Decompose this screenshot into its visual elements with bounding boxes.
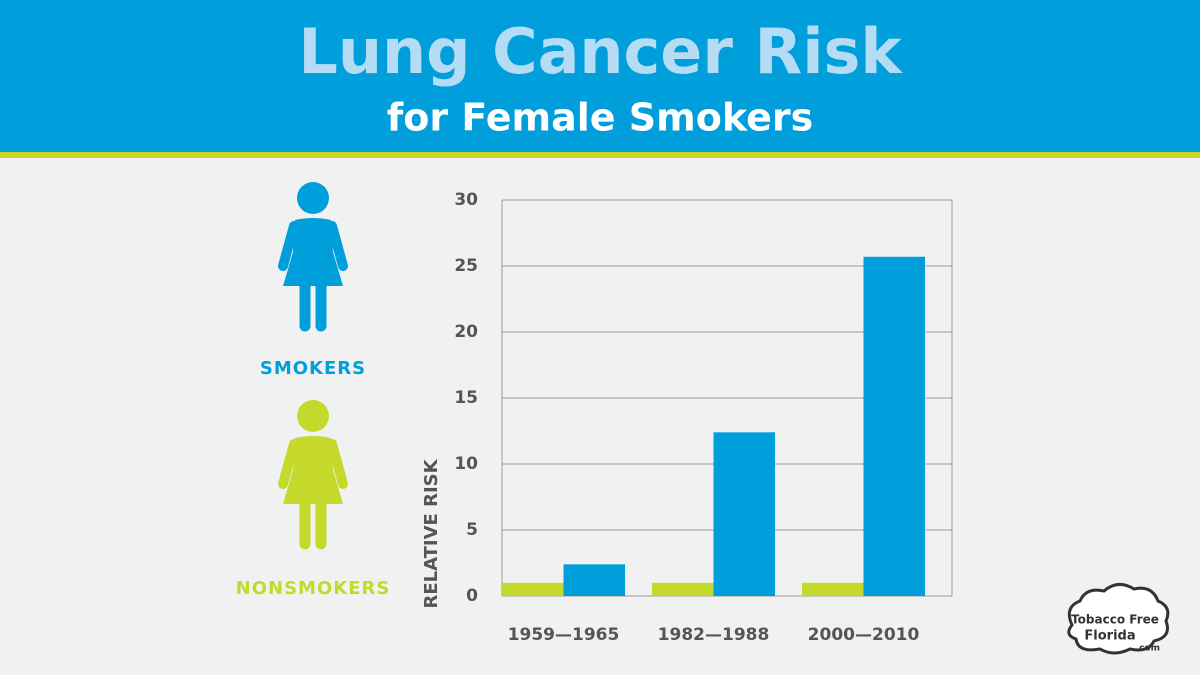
bar bbox=[652, 582, 714, 596]
logo-text: Florida bbox=[1084, 629, 1135, 644]
y-tick-label: 30 bbox=[454, 190, 478, 210]
y-axis-label: RELATIVE RISK bbox=[421, 458, 442, 608]
y-tick-label: 5 bbox=[466, 520, 478, 540]
logo-text: .com bbox=[1136, 644, 1160, 654]
icon-arms bbox=[278, 221, 348, 271]
header-band bbox=[0, 0, 1200, 152]
legend-label: NONSMOKERS bbox=[236, 578, 391, 599]
legend-icon bbox=[278, 400, 348, 550]
y-tick-label: 20 bbox=[454, 322, 478, 342]
bar bbox=[802, 582, 864, 596]
y-tick-label: 25 bbox=[454, 256, 478, 276]
legend-label: SMOKERS bbox=[260, 358, 366, 379]
y-tick-label: 10 bbox=[454, 454, 478, 474]
y-tick-label: 15 bbox=[454, 388, 478, 408]
chart-title: Lung Cancer Risk bbox=[298, 15, 903, 88]
legend-icon bbox=[278, 182, 348, 332]
x-tick-label: 1959—1965 bbox=[508, 625, 620, 645]
bar bbox=[563, 564, 625, 596]
chart-subtitle: for Female Smokers bbox=[387, 96, 814, 140]
logo-cloud bbox=[1067, 583, 1170, 655]
icon-legs bbox=[299, 498, 327, 550]
logo: Tobacco Free Florida .com bbox=[1067, 583, 1170, 655]
icon-arms bbox=[278, 439, 348, 489]
icon-head bbox=[297, 182, 329, 214]
y-tick-label: 0 bbox=[466, 586, 478, 606]
bar bbox=[863, 256, 925, 596]
bar bbox=[713, 432, 775, 596]
x-tick-label: 1982—1988 bbox=[658, 625, 770, 645]
icon-legs bbox=[299, 280, 327, 332]
logo-text: Tobacco Free bbox=[1071, 613, 1159, 627]
icon-dress bbox=[283, 436, 343, 504]
bar bbox=[502, 582, 564, 596]
x-tick-label: 2000—2010 bbox=[808, 625, 920, 645]
icon-dress bbox=[283, 218, 343, 286]
header-rule bbox=[0, 152, 1200, 158]
icon-head bbox=[297, 400, 329, 432]
